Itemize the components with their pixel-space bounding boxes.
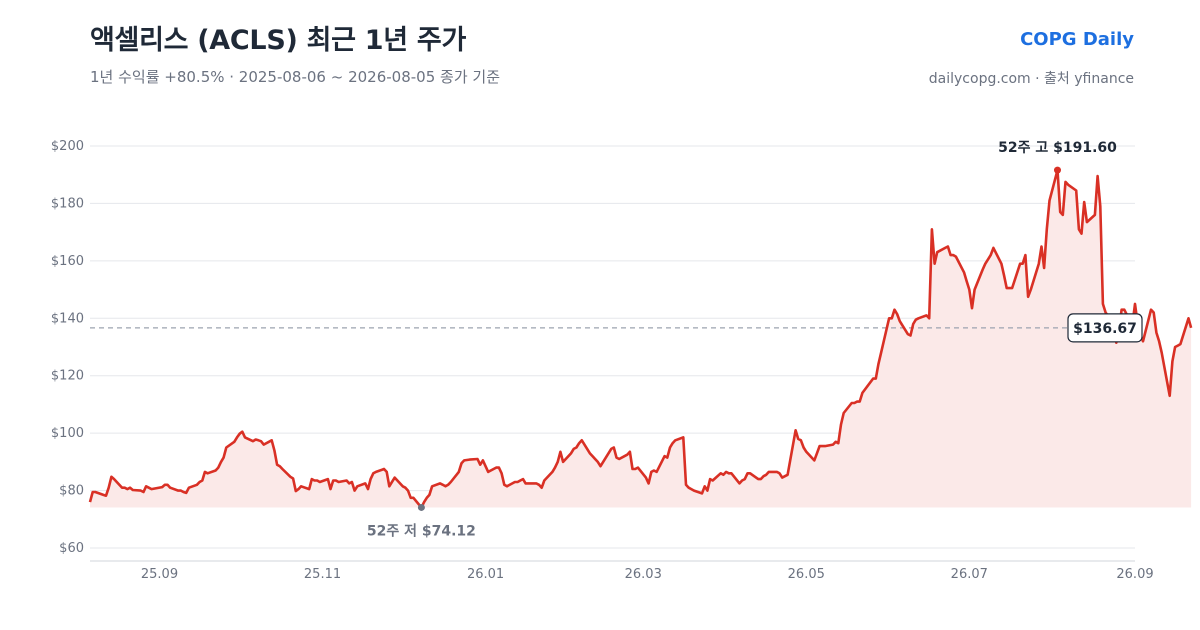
y-tick-label: $100 xyxy=(51,426,84,441)
x-tick-label: 26.09 xyxy=(1116,567,1153,582)
source-credit: dailycopg.com · 출처 yfinance xyxy=(928,71,1134,87)
y-tick-label: $120 xyxy=(51,369,84,384)
x-axis: 25.09 25.11 26.01 26.03 26.05 26.07 26.09 xyxy=(90,560,1154,582)
y-tick-label: $140 xyxy=(51,311,84,326)
y-tick-label: $60 xyxy=(59,541,84,556)
y-tick-label: $160 xyxy=(51,254,84,269)
x-tick-label: 26.01 xyxy=(467,567,504,582)
last-price-label: $136.67 xyxy=(1073,321,1137,337)
chart-subtitle: 1년 수익률 +80.5% · 2025-08-06 ~ 2026-08-05 … xyxy=(90,68,500,86)
high-point-marker xyxy=(1053,166,1061,174)
price-area-fill xyxy=(90,170,1192,508)
brand-link[interactable]: COPG Daily xyxy=(1020,29,1134,50)
price-series-line xyxy=(88,168,1193,509)
y-tick-label: $180 xyxy=(51,196,84,211)
last-price-badge: $136.67 xyxy=(1067,313,1143,343)
x-tick-label: 26.07 xyxy=(951,567,988,582)
high-annotation: 52주 고 $191.60 xyxy=(998,140,1117,156)
low-point-marker xyxy=(417,503,425,511)
y-tick-label: $200 xyxy=(51,139,84,154)
x-tick-label: 26.03 xyxy=(625,567,662,582)
y-tick-label: $80 xyxy=(59,484,84,499)
y-axis: $60 $80 $100 $120 $140 $160 $180 $200 xyxy=(51,139,84,556)
x-tick-label: 25.11 xyxy=(304,567,341,582)
x-tick-label: 26.05 xyxy=(788,567,825,582)
last-price-box xyxy=(1067,313,1143,343)
x-tick-label: 25.09 xyxy=(141,567,178,582)
low-annotation: 52주 저 $74.12 xyxy=(367,523,476,539)
chart-title: 액셀리스 (ACLS) 최근 1년 주가 xyxy=(90,25,466,56)
